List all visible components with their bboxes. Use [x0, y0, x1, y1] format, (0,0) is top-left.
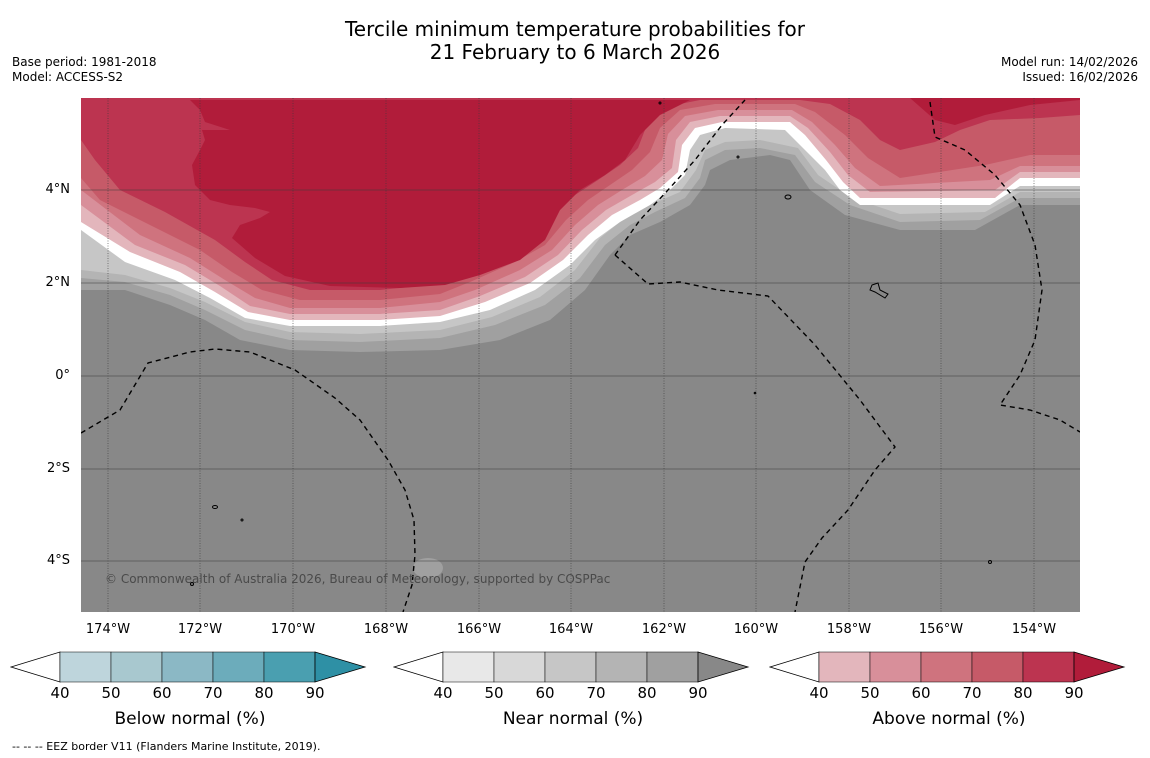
- colorbar-tick-label: 40: [433, 684, 453, 702]
- colorbar-under-triangle: [393, 651, 444, 683]
- lon-label-156w: 156°W: [918, 622, 964, 637]
- colorbar-tick-label: 80: [254, 684, 274, 702]
- lon-label-166w: 166°W: [456, 622, 502, 637]
- eez-footnote: -- -- -- EEZ border V11 (Flanders Marine…: [12, 740, 321, 753]
- colorbar-tick-label: 80: [637, 684, 657, 702]
- colorbar-segment: [493, 651, 546, 683]
- colorbar-segment: [646, 651, 699, 683]
- lon-label-170w: 170°W: [270, 622, 316, 637]
- colorbar-tick-label: 60: [535, 684, 555, 702]
- colorbar-segment: [110, 651, 163, 683]
- model-name: Model: ACCESS-S2: [12, 70, 124, 84]
- colorbar-tick-label: 50: [860, 684, 880, 702]
- issued-date: Issued: 16/02/2026: [1022, 70, 1138, 84]
- colorbar-under-triangle: [769, 651, 820, 683]
- colorbar-segment: [1022, 651, 1075, 683]
- lon-label-172w: 172°W: [177, 622, 223, 637]
- colorbar-segment: [595, 651, 648, 683]
- colorbar-tick-label: 70: [203, 684, 223, 702]
- colorbar-segment: [920, 651, 973, 683]
- meta-left: Base period: 1981-2018 Model: ACCESS-S2: [12, 55, 157, 85]
- light-patch: [413, 558, 443, 578]
- colorbar-tick-label: 50: [101, 684, 121, 702]
- map-area: [81, 98, 1080, 612]
- island-small-1: [784, 194, 792, 200]
- island-small-5: [988, 560, 992, 564]
- lat-label-4n: 4°N: [45, 182, 71, 197]
- island-small-3: [240, 518, 244, 522]
- island-small-2: [212, 505, 218, 509]
- colorbar-segment: [442, 651, 495, 683]
- graticule: [107, 98, 1035, 612]
- lat-label-4s: 4°S: [46, 553, 70, 568]
- colorbar-tick-label: 70: [962, 684, 982, 702]
- colorbar-tick-label: 50: [484, 684, 504, 702]
- colorbar-near-normal: [393, 651, 750, 683]
- colorbar-segment: [161, 651, 214, 683]
- colorbar-tick-label: 90: [305, 684, 325, 702]
- colorbar-under-triangle: [10, 651, 61, 683]
- copyright-notice: © Commonwealth of Australia 2026, Bureau…: [105, 572, 611, 586]
- lon-label-174w: 174°W: [85, 622, 131, 637]
- eez-borders: [81, 99, 1080, 612]
- lat-label-2s: 2°S: [46, 461, 70, 476]
- colorbar-segment: [544, 651, 597, 683]
- colorbar-tick-label: 90: [688, 684, 708, 702]
- colorbar-over-triangle: [697, 651, 750, 683]
- colorbar-title-below: Below normal (%): [114, 709, 266, 729]
- title-line-1: Tercile minimum temperature probabilitie…: [344, 17, 806, 41]
- colorbar-tick-label: 40: [809, 684, 829, 702]
- above-normal-90-core: [190, 98, 1080, 288]
- island-small-8: [753, 391, 757, 395]
- lon-label-168w: 168°W: [363, 622, 409, 637]
- map-title: Tercile minimum temperature probabilitie…: [0, 18, 1150, 64]
- latitude-lines: [81, 189, 1080, 562]
- lon-label-162w: 162°W: [641, 622, 687, 637]
- colorbar-tick-label: 60: [911, 684, 931, 702]
- islands: [190, 101, 992, 586]
- lon-label-160w: 160°W: [733, 622, 779, 637]
- colorbar-over-triangle: [1073, 651, 1126, 683]
- lon-label-164w: 164°W: [548, 622, 594, 637]
- colorbar-segment: [818, 651, 871, 683]
- colorbar-title-near: Near normal (%): [502, 709, 644, 729]
- colorbar-tick-label: 60: [152, 684, 172, 702]
- lat-label-2n: 2°N: [45, 275, 71, 290]
- colorbar-below-normal: [10, 651, 367, 683]
- island-small-7: [658, 101, 662, 105]
- colorbar-tick-label: 40: [50, 684, 70, 702]
- lon-label-154w: 154°W: [1011, 622, 1057, 637]
- colorbar-above-normal: [769, 651, 1126, 683]
- model-run: Model run: 14/02/2026: [1000, 55, 1138, 69]
- base-period: Base period: 1981-2018: [12, 55, 157, 69]
- colorbar-tick-label: 90: [1064, 684, 1084, 702]
- colorbar-segment: [869, 651, 922, 683]
- colorbar-tick-label: 70: [586, 684, 606, 702]
- island-small-4: [190, 582, 194, 586]
- colorbar-segment: [263, 651, 316, 683]
- colorbar-segment: [971, 651, 1024, 683]
- lat-label-0: 0°: [55, 368, 70, 383]
- colorbar-over-triangle: [314, 651, 367, 683]
- colorbar-segment: [212, 651, 265, 683]
- lon-label-158w: 158°W: [826, 622, 872, 637]
- colorbar-tick-label: 80: [1013, 684, 1033, 702]
- colorbar-title-above: Above normal (%): [872, 709, 1026, 729]
- title-line-2: 21 February to 6 March 2026: [429, 40, 721, 64]
- island-kiritimati: [869, 282, 889, 299]
- colorbar-segment: [59, 651, 112, 683]
- island-small-6: [736, 155, 740, 159]
- meta-right: Model run: 14/02/2026 Issued: 16/02/2026: [1001, 55, 1138, 85]
